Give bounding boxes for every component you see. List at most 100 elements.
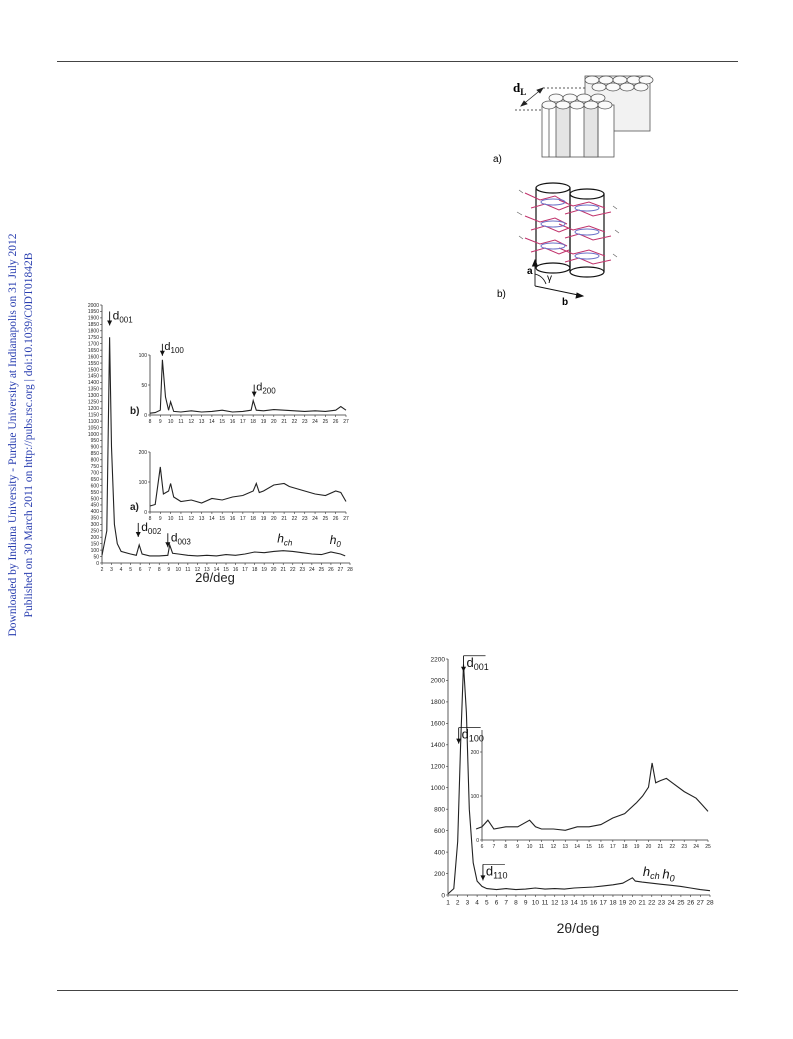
y-tick-label: 1550	[88, 361, 99, 367]
x-tick-label: 9	[167, 567, 170, 573]
peak-label: d100	[462, 727, 484, 744]
x-tick-label: 26	[333, 419, 339, 425]
x-tick-label: 8	[158, 567, 161, 573]
dL-label-main: d	[513, 80, 521, 95]
y-tick-label: 1400	[88, 380, 99, 386]
molecular-discs	[516, 189, 620, 265]
x-tick-label: 20	[271, 567, 277, 573]
y-tick-label: 2000	[88, 303, 99, 309]
y-tick-label: 800	[91, 458, 100, 464]
x-tick-label: 27	[343, 516, 349, 522]
x-tick-label: 22	[648, 900, 656, 907]
axis-a-label: a	[527, 266, 533, 277]
y-tick-label: 600	[434, 828, 445, 835]
x-tick-label: 15	[219, 516, 225, 522]
peak-label-sub: 0	[670, 873, 675, 883]
x-tick-label: 3	[110, 567, 113, 573]
y-tick-label: 450	[91, 503, 100, 509]
x-tick-label: 22	[290, 567, 296, 573]
x-tick-label: 5	[485, 900, 489, 907]
x-tick-label: 18	[252, 567, 258, 573]
x-tick-label: 17	[240, 419, 246, 425]
chart2-inset-series-line	[475, 762, 709, 831]
inset-label: a)	[130, 502, 139, 513]
x-tick-label: 10	[527, 844, 533, 850]
x-tick-label: 23	[658, 900, 666, 907]
peak-arrowhead	[456, 738, 462, 744]
y-tick-label: 750	[91, 464, 100, 470]
peak-label: d002	[141, 520, 162, 536]
x-tick-label: 12	[188, 516, 194, 522]
peak-label: d001	[113, 308, 134, 324]
x-tick-label: 15	[223, 567, 229, 573]
x-tick-label: 4	[475, 900, 479, 907]
y-tick-label: 100	[139, 480, 148, 486]
y-tick-label: 1150	[88, 412, 99, 418]
peak-label-sub: 0	[336, 540, 341, 549]
chart2-main: 1 2 3 4 5 6 7 8 9 10 11 12 13 14 15 16 17 18 19 20 21 22 23 24 2…	[431, 655, 714, 907]
x-tick-label: 7	[504, 900, 508, 907]
peak-label-sub: 001	[474, 662, 489, 672]
peak-arrowhead	[461, 666, 467, 672]
y-tick-label: 400	[434, 849, 445, 856]
x-tick-label: 12	[195, 567, 201, 573]
x-tick-label: 22	[670, 844, 676, 850]
y-tick-label: 2000	[431, 678, 446, 685]
x-tick-label: 9	[524, 900, 528, 907]
y-tick-label: 950	[91, 438, 100, 444]
columnar-structure-figure: a γ b b)	[497, 182, 620, 308]
x-tick-label: 24	[693, 844, 699, 850]
cylinder-packing-figure: dL a)	[493, 75, 654, 165]
peak-label: d003	[171, 530, 192, 546]
peak-label-main: d	[256, 382, 262, 394]
y-tick-label: 1600	[88, 354, 99, 360]
peak-label-main: d	[486, 863, 493, 878]
y-tick-label: 250	[91, 529, 100, 535]
x-tick-label: 17	[600, 900, 608, 907]
x-tick-label: 14	[209, 516, 215, 522]
x-tick-label: 8	[514, 900, 518, 907]
x-tick-label: 13	[199, 516, 205, 522]
download-line: Downloaded by Indiana University - Purdu…	[7, 233, 19, 637]
x-tick-label: 14	[214, 567, 220, 573]
x-tick-label: 1	[446, 900, 450, 907]
x-tick-label: 5	[129, 567, 132, 573]
x-tick-label: 22	[292, 419, 298, 425]
peak-label-sub: 003	[178, 537, 192, 546]
y-tick-label: 50	[93, 554, 99, 560]
published-line: Published on 30 March 2011 on http://pub…	[23, 252, 35, 618]
x-tick-label: 17	[610, 844, 616, 850]
x-tick-label: 8	[149, 419, 152, 425]
y-tick-label: 1650	[88, 348, 99, 354]
y-tick-label: 850	[91, 451, 100, 457]
x-tick-label: 20	[646, 844, 652, 850]
x-tick-label: 24	[312, 516, 318, 522]
axis-b-label: b	[562, 297, 568, 308]
x-tick-label: 19	[634, 844, 640, 850]
x-tick-label: 24	[312, 419, 318, 425]
y-tick-label: 500	[91, 496, 100, 502]
y-tick-label: 1200	[88, 406, 99, 412]
x-tick-label: 24	[309, 567, 315, 573]
x-tick-label: 23	[300, 567, 306, 573]
header-rule	[57, 61, 738, 62]
x-tick-label: 25	[677, 900, 685, 907]
y-tick-label: 0	[144, 510, 147, 516]
peak-label-main: d	[164, 341, 170, 353]
x-tick-label: 13	[561, 900, 569, 907]
x-tick-label: 16	[230, 419, 236, 425]
x-tick-label: 18	[250, 419, 256, 425]
x-tick-label: 28	[706, 900, 714, 907]
x-tick-label: 16	[233, 567, 239, 573]
peak-label: hch	[643, 864, 660, 881]
x-tick-label: 23	[302, 516, 308, 522]
y-tick-label: 1400	[431, 742, 446, 749]
front-cylinder-bundle	[541, 93, 615, 158]
x-tick-label: 11	[185, 567, 190, 573]
peak-label-sub: ch	[284, 539, 293, 548]
peak-label-main: h	[277, 532, 284, 546]
y-tick-label: 350	[91, 516, 100, 522]
y-tick-label: 1200	[431, 764, 446, 771]
x-tick-label: 25	[323, 419, 329, 425]
x-tick-label: 23	[302, 419, 308, 425]
